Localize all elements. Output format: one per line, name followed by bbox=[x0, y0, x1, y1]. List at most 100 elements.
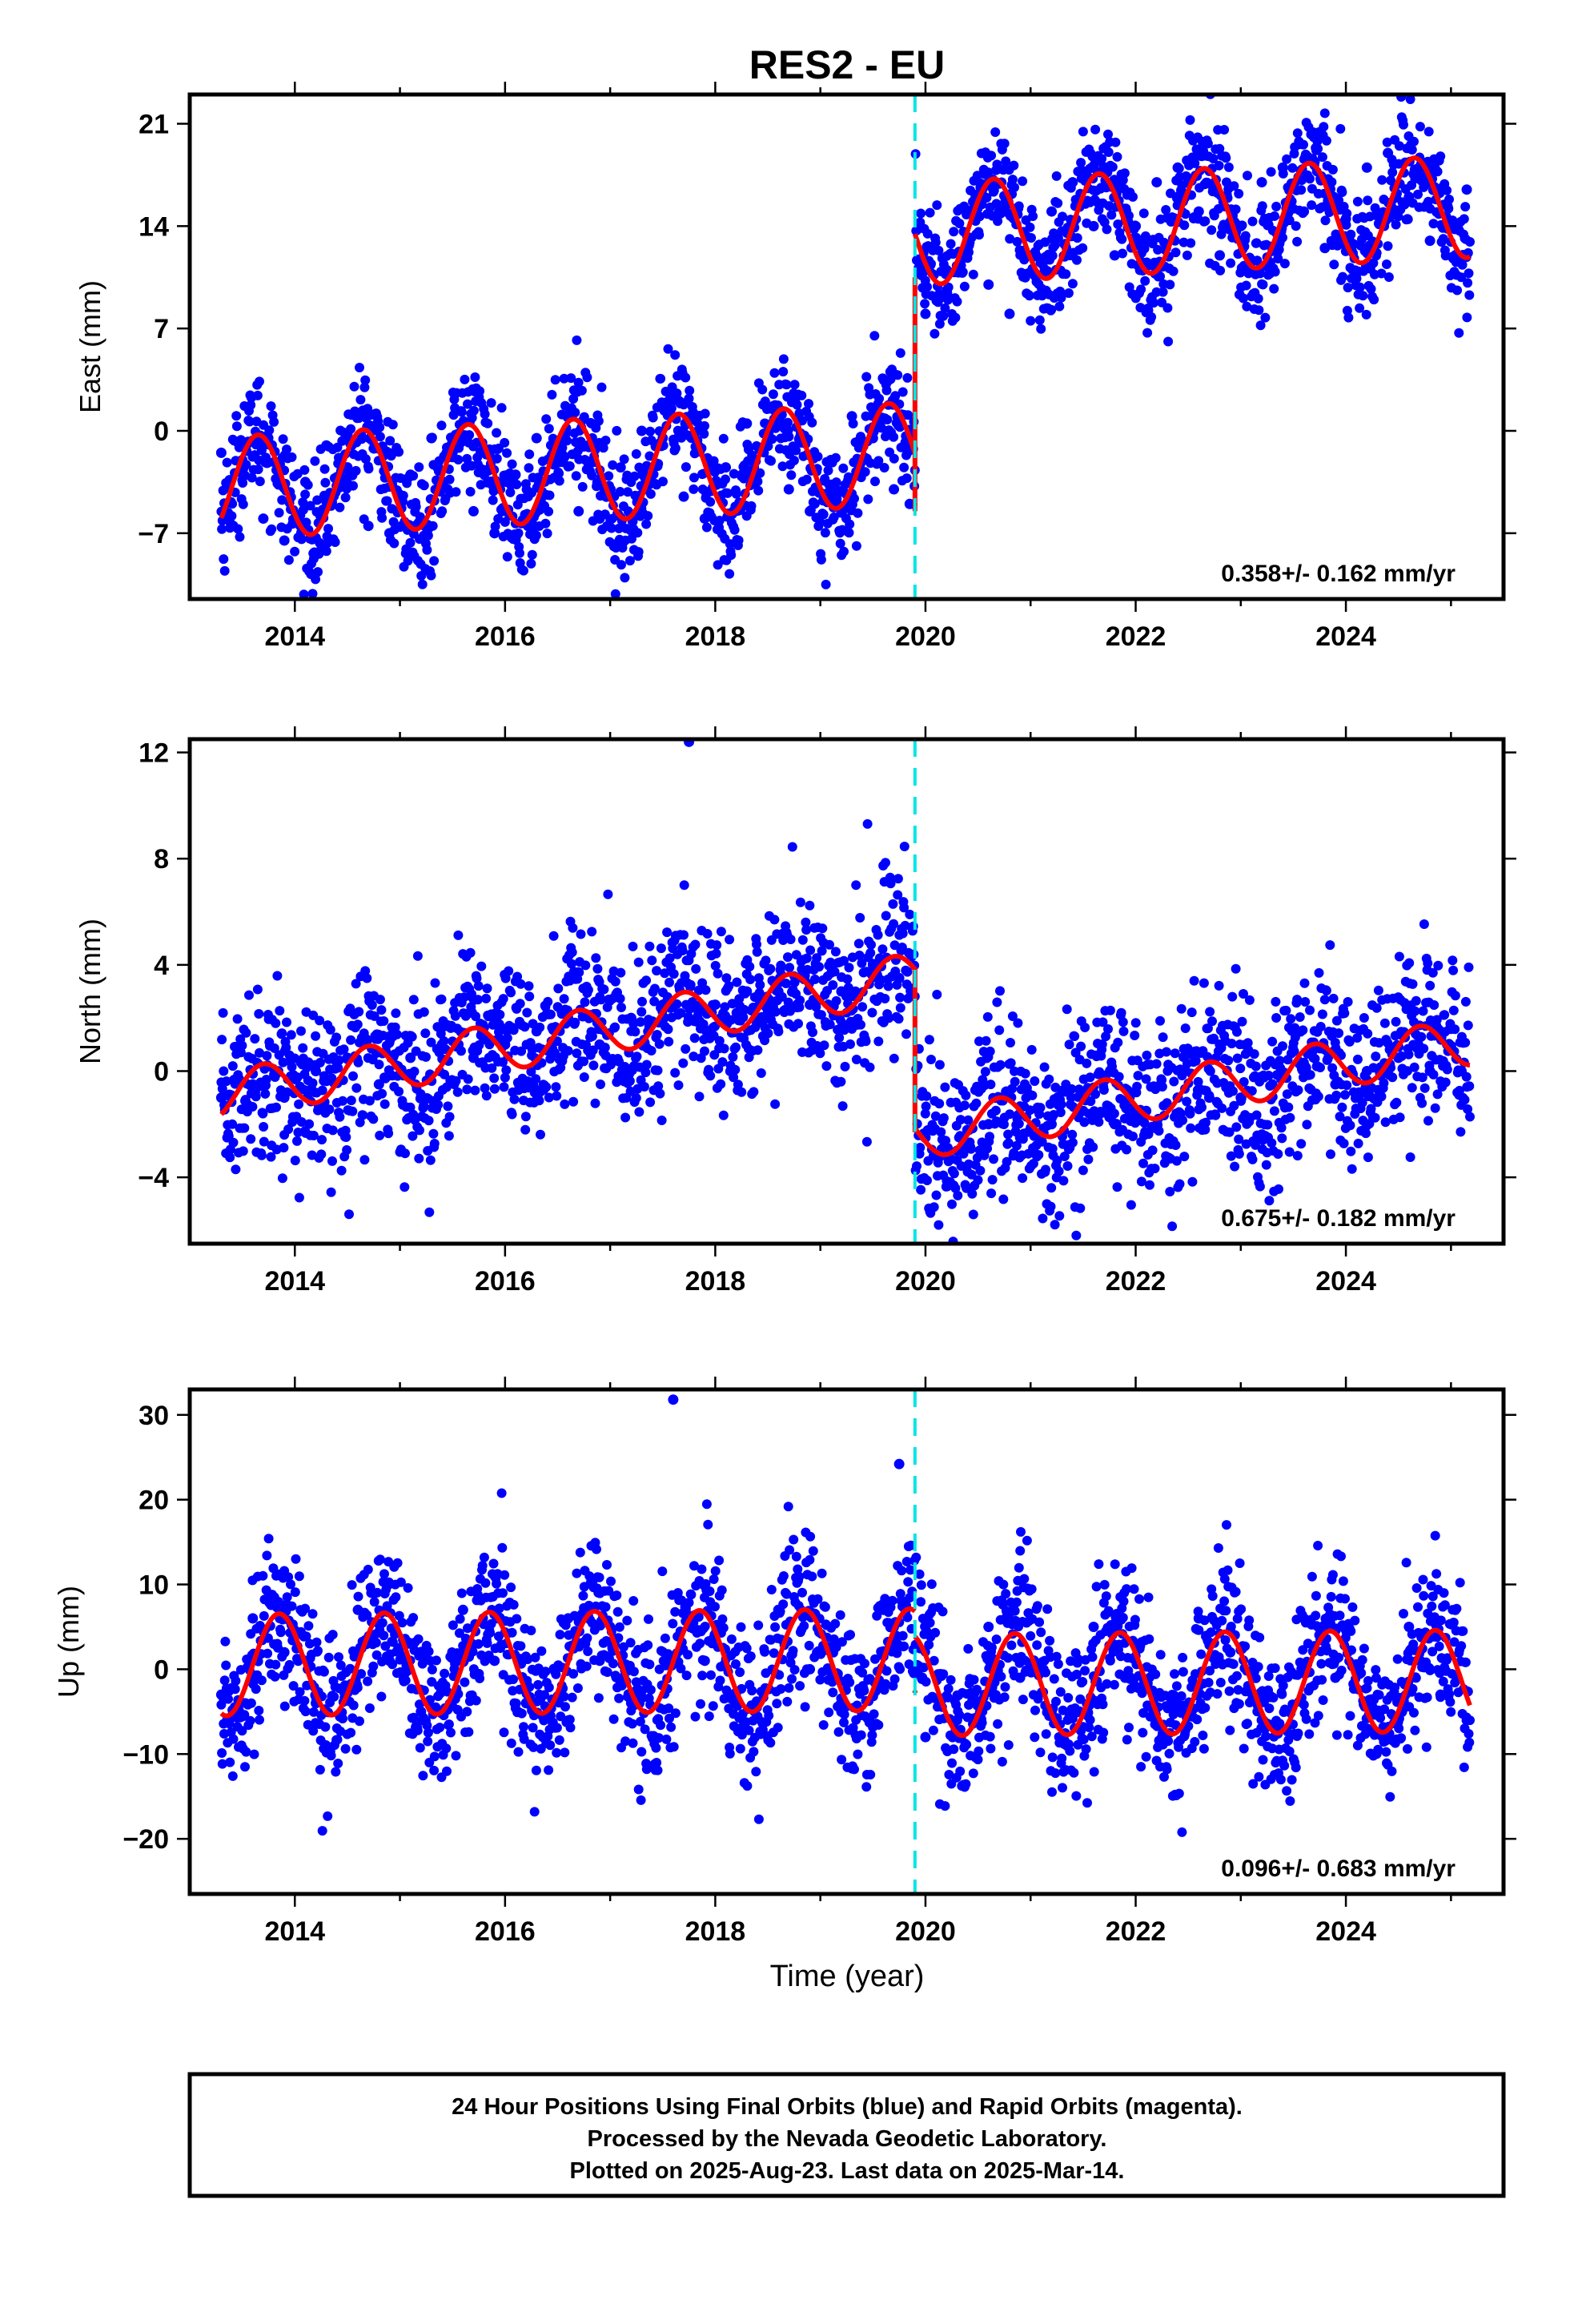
observation-point bbox=[1450, 991, 1460, 1001]
observation-point bbox=[1054, 1166, 1064, 1176]
observation-point bbox=[1327, 164, 1338, 175]
observation-point bbox=[524, 449, 535, 460]
observation-point bbox=[271, 1018, 281, 1028]
observation-point bbox=[1419, 1083, 1430, 1093]
observation-point bbox=[1014, 201, 1024, 211]
observation-point bbox=[1013, 1018, 1023, 1028]
observation-point bbox=[986, 1080, 996, 1090]
observation-point bbox=[263, 1648, 273, 1659]
observation-point bbox=[345, 1663, 355, 1674]
observation-point bbox=[645, 489, 656, 499]
observation-point bbox=[531, 432, 542, 444]
observation-point bbox=[364, 1096, 375, 1106]
observation-point bbox=[1075, 1203, 1086, 1213]
observation-point bbox=[294, 1192, 304, 1203]
observation-point bbox=[1359, 1013, 1369, 1023]
observation-point bbox=[805, 999, 816, 1011]
observation-point bbox=[428, 521, 438, 531]
observation-point bbox=[338, 1714, 347, 1724]
observation-point bbox=[433, 1100, 444, 1110]
observation-point bbox=[1371, 1051, 1381, 1062]
observation-point bbox=[627, 533, 636, 544]
observation-point bbox=[685, 979, 696, 990]
observation-point bbox=[809, 974, 820, 984]
observation-point bbox=[1376, 268, 1387, 279]
observation-point bbox=[375, 995, 385, 1005]
observation-point bbox=[865, 1062, 875, 1072]
observation-point bbox=[1299, 1065, 1310, 1076]
observation-point bbox=[1387, 167, 1398, 178]
observation-point bbox=[1343, 312, 1354, 323]
observation-point bbox=[1098, 1085, 1109, 1095]
observation-point bbox=[598, 443, 608, 453]
observation-point bbox=[257, 442, 267, 452]
observation-point bbox=[844, 963, 854, 973]
observation-point bbox=[429, 556, 440, 566]
plot-frame bbox=[187, 737, 1506, 1246]
observation-point bbox=[1187, 1176, 1198, 1187]
observation-point bbox=[422, 1720, 432, 1731]
observation-point bbox=[893, 972, 905, 983]
observation-point bbox=[363, 1035, 373, 1045]
observation-point bbox=[596, 995, 606, 1005]
observation-point bbox=[1326, 1149, 1335, 1160]
observation-point bbox=[572, 1048, 582, 1059]
observation-point bbox=[912, 1161, 921, 1172]
observation-point bbox=[1169, 1076, 1179, 1087]
observation-point bbox=[1292, 995, 1303, 1005]
observation-point bbox=[267, 524, 277, 534]
observation-point bbox=[616, 1003, 626, 1012]
observation-point bbox=[304, 1119, 315, 1129]
observation-point bbox=[1444, 195, 1454, 204]
observation-point bbox=[644, 941, 655, 951]
observation-point bbox=[277, 1173, 287, 1184]
observation-point bbox=[883, 981, 893, 991]
observation-point bbox=[501, 1065, 512, 1076]
observation-point bbox=[1221, 153, 1231, 163]
observation-point bbox=[756, 1068, 766, 1078]
observation-point bbox=[805, 900, 815, 911]
observation-point bbox=[398, 490, 408, 501]
observation-point bbox=[1165, 1187, 1175, 1196]
observation-point bbox=[966, 1144, 976, 1154]
observation-point bbox=[889, 432, 899, 442]
observation-point bbox=[429, 1765, 440, 1775]
observation-point bbox=[900, 920, 910, 931]
observation-point bbox=[1028, 211, 1038, 221]
observation-point bbox=[1063, 288, 1074, 298]
observation-point bbox=[831, 995, 841, 1006]
observation-point bbox=[1431, 1015, 1442, 1025]
observation-point bbox=[737, 1087, 747, 1097]
observation-point bbox=[472, 973, 482, 983]
observation-point bbox=[334, 1055, 344, 1065]
observation-point bbox=[547, 389, 557, 400]
observation-point bbox=[1025, 222, 1035, 232]
observation-point bbox=[922, 282, 932, 292]
observation-point bbox=[215, 1092, 227, 1104]
observation-point bbox=[1215, 250, 1226, 261]
observation-point bbox=[307, 1609, 318, 1619]
observation-point bbox=[1247, 1154, 1258, 1164]
observation-point bbox=[702, 929, 713, 939]
observation-point bbox=[576, 929, 586, 939]
observation-point bbox=[989, 1154, 998, 1164]
observation-point bbox=[333, 1063, 343, 1073]
observation-point bbox=[346, 1727, 356, 1738]
observation-point bbox=[628, 941, 638, 951]
observation-point bbox=[1320, 215, 1331, 226]
observation-point bbox=[646, 1046, 656, 1055]
observation-point bbox=[391, 1029, 402, 1039]
observation-point bbox=[1409, 1062, 1419, 1072]
observation-point bbox=[348, 1071, 358, 1081]
observation-point bbox=[1026, 233, 1036, 243]
observation-point bbox=[1403, 191, 1415, 203]
observation-point bbox=[870, 476, 880, 487]
observation-point bbox=[729, 468, 739, 479]
observation-point bbox=[443, 1101, 453, 1112]
observation-point bbox=[689, 1051, 699, 1062]
observation-point bbox=[284, 1659, 295, 1670]
observation-point bbox=[292, 1136, 302, 1146]
y-tick-label: 12 bbox=[139, 738, 169, 769]
observation-point bbox=[1264, 1196, 1275, 1206]
